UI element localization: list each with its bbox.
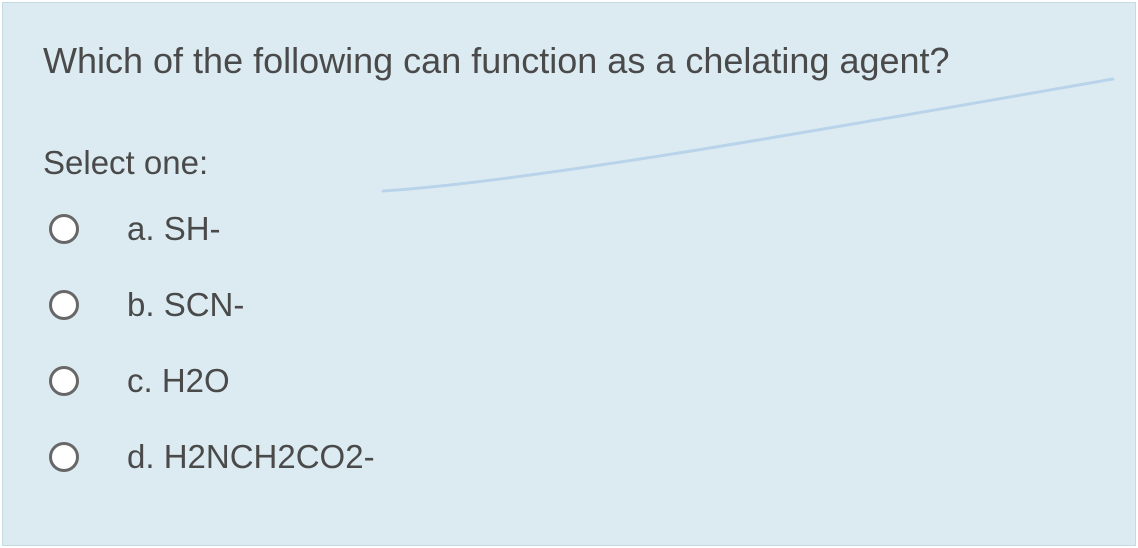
option-b[interactable]: b. SCN- xyxy=(49,286,1095,324)
question-text: Which of the following can function as a… xyxy=(43,37,1095,86)
options-list: a. SH- b. SCN- c. H2O d. H2NCH2CO2- xyxy=(43,210,1095,476)
option-c[interactable]: c. H2O xyxy=(49,362,1095,400)
radio-d[interactable] xyxy=(49,442,79,472)
option-b-label: b. SCN- xyxy=(127,286,244,324)
option-d-label: d. H2NCH2CO2- xyxy=(127,438,375,476)
question-card: Which of the following can function as a… xyxy=(2,2,1136,546)
radio-c[interactable] xyxy=(49,366,79,396)
option-a-label: a. SH- xyxy=(127,210,221,248)
option-a[interactable]: a. SH- xyxy=(49,210,1095,248)
select-one-prompt: Select one: xyxy=(43,144,1095,182)
decorative-swoosh xyxy=(373,73,1138,203)
option-d[interactable]: d. H2NCH2CO2- xyxy=(49,438,1095,476)
radio-a[interactable] xyxy=(49,214,79,244)
radio-b[interactable] xyxy=(49,290,79,320)
option-c-label: c. H2O xyxy=(127,362,230,400)
